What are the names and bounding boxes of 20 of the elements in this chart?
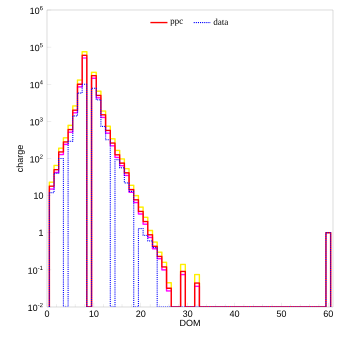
x-tick-label: 60 — [324, 310, 333, 317]
x-tick-label: 20 — [136, 310, 146, 317]
legend-label: data — [214, 18, 228, 25]
x-tick-label: 0 — [44, 310, 50, 317]
y-tick-label: 10 — [34, 192, 44, 199]
x-tick-label: 10 — [90, 310, 99, 317]
x-tick-label: 50 — [276, 310, 286, 317]
y-tick-label: 10$^{-2}$ — [28, 302, 43, 312]
y-tick-label: 1 — [39, 230, 44, 236]
y-tick-label: 10$^{2}$ — [30, 154, 43, 163]
y-tick-label: 10$^{4}$ — [30, 80, 43, 88]
y-tick-label: 10$^{5}$ — [30, 43, 43, 52]
x-axis-title: DOM — [180, 320, 200, 326]
x-tick-label: 40 — [230, 310, 240, 317]
x-tick-label: 30 — [182, 310, 192, 317]
y-tick-label: 10$^{-1}$ — [28, 266, 43, 274]
y-tick-label: 10$^{3}$ — [30, 117, 43, 126]
legend-label: ppc — [170, 20, 183, 26]
y-axis-title: charge — [16, 145, 25, 172]
y-tick-label: 10$^{6}$ — [30, 6, 43, 14]
